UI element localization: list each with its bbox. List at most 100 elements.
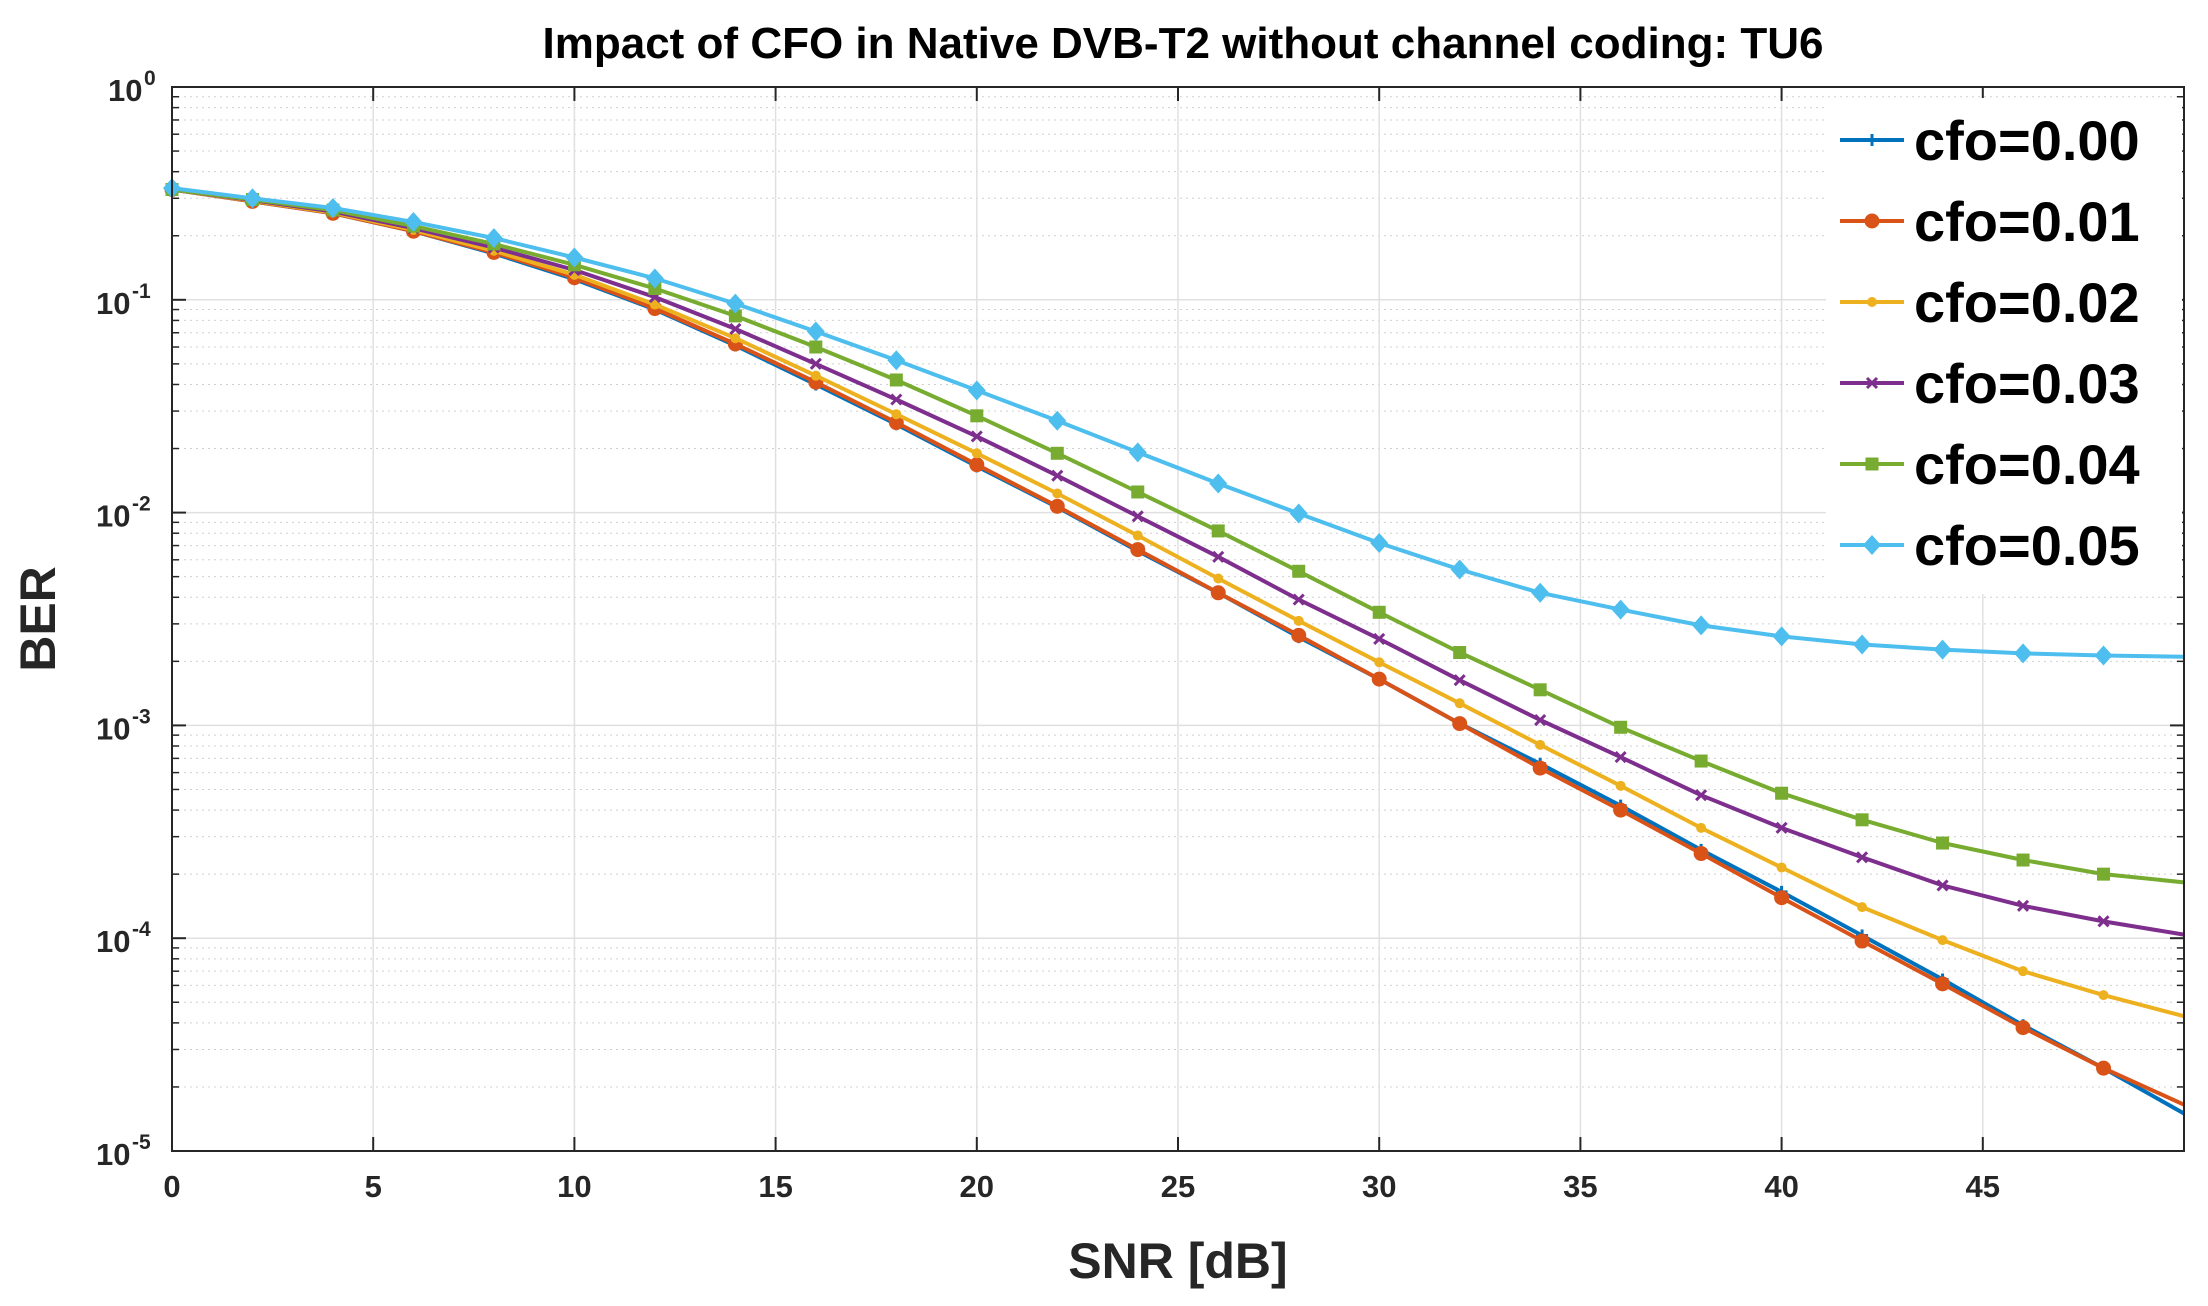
data-point-cfo-0-02 — [971, 448, 982, 459]
legend-label: cfo=0.01 — [1914, 190, 2140, 253]
legend-label: cfo=0.04 — [1914, 433, 2140, 496]
data-point-cfo-0-05 — [2014, 643, 2033, 664]
y-tick-label-exponent: -4 — [132, 918, 151, 941]
data-point-cfo-0-02 — [1213, 573, 1224, 584]
legend-label: cfo=0.03 — [1914, 352, 2140, 415]
chart-title: Impact of CFO in Native DVB-T2 without c… — [543, 19, 1824, 68]
legend-item-cfo-0-04: cfo=0.04 — [1840, 433, 2140, 496]
data-point-cfo-0-05 — [806, 321, 825, 342]
legend-marker — [1865, 376, 1879, 390]
data-point-cfo-0-05 — [967, 380, 986, 401]
legend: cfo=0.00 cfo=0.01 cfo=0.02 cfo=0.03 cfo=0.04… — [1826, 98, 2182, 594]
data-point-cfo-0-05 — [243, 188, 262, 209]
series-cfo-0-05 — [163, 178, 2185, 666]
data-point-cfo-0-02 — [1615, 780, 1626, 791]
y-tick-label-base: 10 — [108, 73, 142, 108]
data-point-cfo-0-01 — [1693, 846, 1709, 862]
data-point-cfo-0-03 — [1775, 821, 1788, 834]
x-tick-label: 20 — [960, 1169, 994, 1204]
data-point-cfo-0-04 — [1292, 564, 1306, 578]
data-point-cfo-0-01 — [1210, 585, 1226, 601]
data-point-cfo-0-05 — [1933, 639, 1952, 660]
data-point-cfo-0-03 — [1614, 750, 1627, 764]
legend-marker — [1863, 535, 1881, 555]
data-point-cfo-0-05 — [1450, 559, 1469, 580]
data-point-cfo-0-01 — [969, 457, 985, 473]
data-point-cfo-0-04 — [1775, 786, 1789, 800]
data-point-cfo-0-02 — [1374, 657, 1385, 668]
y-tick-label-base: 10 — [96, 924, 130, 959]
data-point-cfo-0-02 — [1132, 530, 1143, 541]
data-point-cfo-0-01 — [1532, 760, 1548, 776]
y-tick-label-base: 10 — [96, 1137, 130, 1172]
data-point-cfo-0-03 — [1131, 510, 1144, 523]
data-point-cfo-0-05 — [726, 293, 745, 314]
data-point-cfo-0-04 — [648, 282, 662, 296]
data-point-cfo-0-05 — [645, 268, 664, 289]
legend-label: cfo=0.05 — [1914, 514, 2140, 577]
data-point-cfo-0-01 — [1291, 627, 1307, 643]
y-tick-label-exponent: -5 — [132, 1131, 151, 1154]
data-point-cfo-0-05 — [2094, 645, 2113, 666]
data-point-cfo-0-02 — [649, 299, 660, 310]
legend-label: cfo=0.00 — [1914, 109, 2140, 172]
data-point-cfo-0-03 — [1695, 789, 1708, 802]
y-tick-label-base: 10 — [96, 711, 130, 746]
y-tick-label-exponent: -2 — [132, 493, 151, 516]
data-point-cfo-0-02 — [1776, 862, 1787, 873]
legend-item-cfo-0-00: cfo=0.00 — [1840, 109, 2140, 172]
data-point-cfo-0-04 — [1211, 524, 1225, 538]
data-point-cfo-0-05 — [1611, 599, 1630, 620]
data-point-cfo-0-03 — [1212, 550, 1225, 563]
data-point-cfo-0-01 — [1613, 802, 1629, 818]
y-axis-label: BER — [10, 566, 66, 672]
data-point-cfo-0-05 — [1209, 473, 1228, 494]
data-point-cfo-0-04 — [728, 309, 742, 323]
legend-item-cfo-0-03: cfo=0.03 — [1840, 352, 2140, 415]
data-point-cfo-0-03 — [1292, 593, 1305, 606]
data-point-cfo-0-03 — [1856, 851, 1869, 864]
series-line-cfo-0-05 — [171, 186, 2185, 659]
data-point-cfo-0-04 — [1131, 485, 1145, 499]
legend-item-cfo-0-01: cfo=0.01 — [1840, 190, 2140, 253]
data-point-cfo-0-01 — [1774, 890, 1790, 906]
x-tick-label: 45 — [1966, 1169, 2000, 1204]
data-point-cfo-0-03 — [2016, 899, 2030, 912]
data-point-cfo-0-05 — [484, 228, 503, 249]
data-point-cfo-0-03 — [729, 322, 742, 335]
series-layer — [163, 178, 2185, 1116]
data-point-cfo-0-04 — [1855, 813, 1869, 827]
x-tick-label: 40 — [1764, 1169, 1798, 1204]
data-point-cfo-0-04 — [1453, 646, 1467, 660]
data-point-cfo-0-04 — [1614, 720, 1628, 734]
data-point-cfo-0-05 — [1531, 582, 1550, 603]
x-tick-label: 10 — [557, 1169, 591, 1204]
legend-label: cfo=0.02 — [1914, 271, 2140, 334]
data-point-cfo-0-02 — [730, 333, 741, 344]
legend-marker — [1864, 213, 1880, 229]
data-point-cfo-0-01 — [1935, 976, 1951, 992]
x-tick-label: 15 — [758, 1169, 792, 1204]
data-point-cfo-0-05 — [565, 247, 584, 268]
legend-marker — [1865, 457, 1879, 471]
data-point-cfo-0-05 — [1289, 503, 1308, 524]
data-point-cfo-0-04 — [970, 409, 984, 423]
data-point-cfo-0-05 — [1048, 410, 1067, 431]
data-point-cfo-0-05 — [1772, 626, 1791, 647]
data-point-cfo-0-01 — [1854, 933, 1870, 949]
data-point-cfo-0-03 — [809, 357, 822, 370]
data-point-cfo-0-03 — [1373, 632, 1386, 645]
data-point-cfo-0-02 — [1052, 488, 1063, 499]
data-point-cfo-0-02 — [810, 370, 821, 381]
series-line-cfo-0-03 — [171, 187, 2185, 937]
data-point-cfo-0-05 — [1853, 634, 1872, 655]
data-point-cfo-0-03 — [1534, 713, 1547, 727]
data-point-cfo-0-02 — [2018, 966, 2029, 977]
data-point-cfo-0-02 — [1535, 739, 1546, 750]
legend-item-cfo-0-05: cfo=0.05 — [1840, 514, 2140, 577]
data-point-cfo-0-05 — [1692, 615, 1711, 636]
data-point-cfo-0-05 — [323, 198, 342, 219]
